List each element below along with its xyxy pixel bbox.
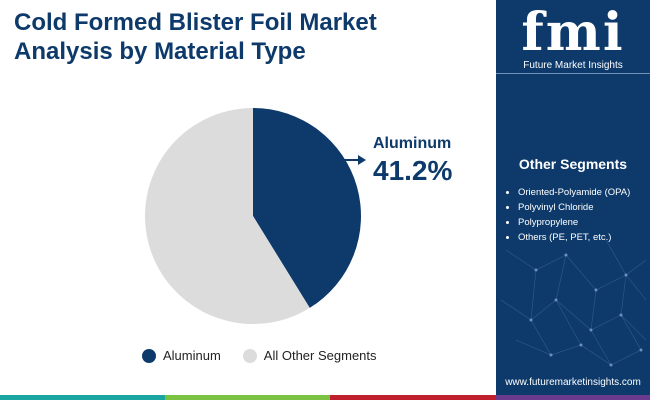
legend-label-other: All Other Segments [263,348,377,363]
logo-divider [496,73,650,74]
legend-item-other: All Other Segments [242,348,377,363]
pie-slice-aluminum [253,108,362,308]
legend-label-aluminum: Aluminum [163,348,221,363]
callout-arrow-head [358,155,366,165]
chart-title-line-1: Cold Formed Blister Foil Market [14,9,377,36]
legend-swatch-aluminum [142,348,156,363]
logo-mark: fmi [521,2,625,63]
segment-item: Oriented-Polyamide (OPA) [518,185,630,200]
logo-tagline: Future Market Insights [523,60,623,71]
fmi-logo: fmi Future Market Insights [496,2,650,72]
chart-title: Cold Formed Blister Foil Market Analysis… [14,8,474,66]
bottom-bar-red [330,395,495,400]
bottom-color-bar [0,395,650,400]
other-segments-list: Oriented-Polyamide (OPA) Polyvinyl Chlor… [504,185,630,245]
network-background [500,239,647,367]
legend-swatch-other [242,348,257,363]
sidebar: fmi Future Market Insights Other Segment… [496,0,650,400]
callout-label: Aluminum [373,135,452,152]
bottom-bar-purple [495,395,650,400]
bottom-bar-green [165,395,330,400]
pie-chart [145,108,366,324]
pie-slice-all-other-segments [145,108,310,324]
legend: Aluminum All Other Segments [142,348,399,363]
other-segments-title: Other Segments [518,156,628,172]
segment-item: Polypropylene [518,215,630,230]
segment-item: Polyvinyl Chloride [518,200,630,215]
legend-item-aluminum: Aluminum [142,348,221,363]
callout-value: 41.2% [373,155,453,186]
bottom-bar-teal [0,395,165,400]
website-link[interactable]: www.futuremarketinsights.com [505,377,641,388]
pie-slices [145,108,362,324]
segment-item: Others (PE, PET, etc.) [518,230,630,245]
chart-title-line-2: Analysis by Material Type [14,38,306,65]
